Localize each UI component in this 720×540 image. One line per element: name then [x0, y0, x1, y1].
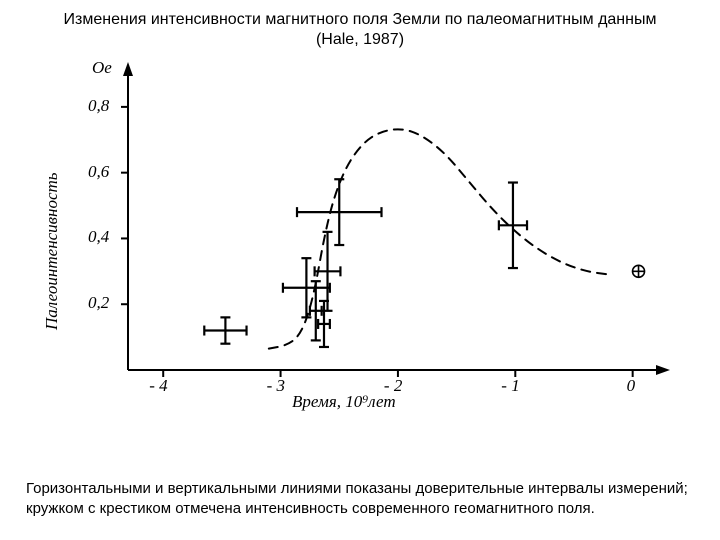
y-axis-label: Палеоинтенсивность: [42, 172, 62, 330]
xtick--2: - 2: [384, 376, 402, 396]
xtick--3: - 3: [267, 376, 285, 396]
y-axis-unit: Ое: [92, 58, 112, 78]
ytick-0_8: 0,8: [88, 96, 109, 116]
xtick--4: - 4: [149, 376, 167, 396]
ytick-0_4: 0,4: [88, 227, 109, 247]
y-axis-label-text: Палеоинтенсивность: [42, 172, 61, 330]
page-title: Изменения интенсивности магнитного поля …: [0, 10, 720, 50]
x-axis-label: Время, 10⁹лет: [292, 392, 396, 412]
ytick-0_2: 0,2: [88, 293, 109, 313]
ytick-0_6: 0,6: [88, 162, 109, 182]
xtick--1: - 1: [501, 376, 519, 396]
xtick-0: 0: [627, 376, 636, 396]
chart-svg: [60, 60, 670, 430]
chart-area: Палеоинтенсивность Ое Время, 10⁹лет 0,8 …: [60, 60, 670, 430]
caption: Горизонтальными и вертикальными линиями …: [26, 479, 694, 518]
